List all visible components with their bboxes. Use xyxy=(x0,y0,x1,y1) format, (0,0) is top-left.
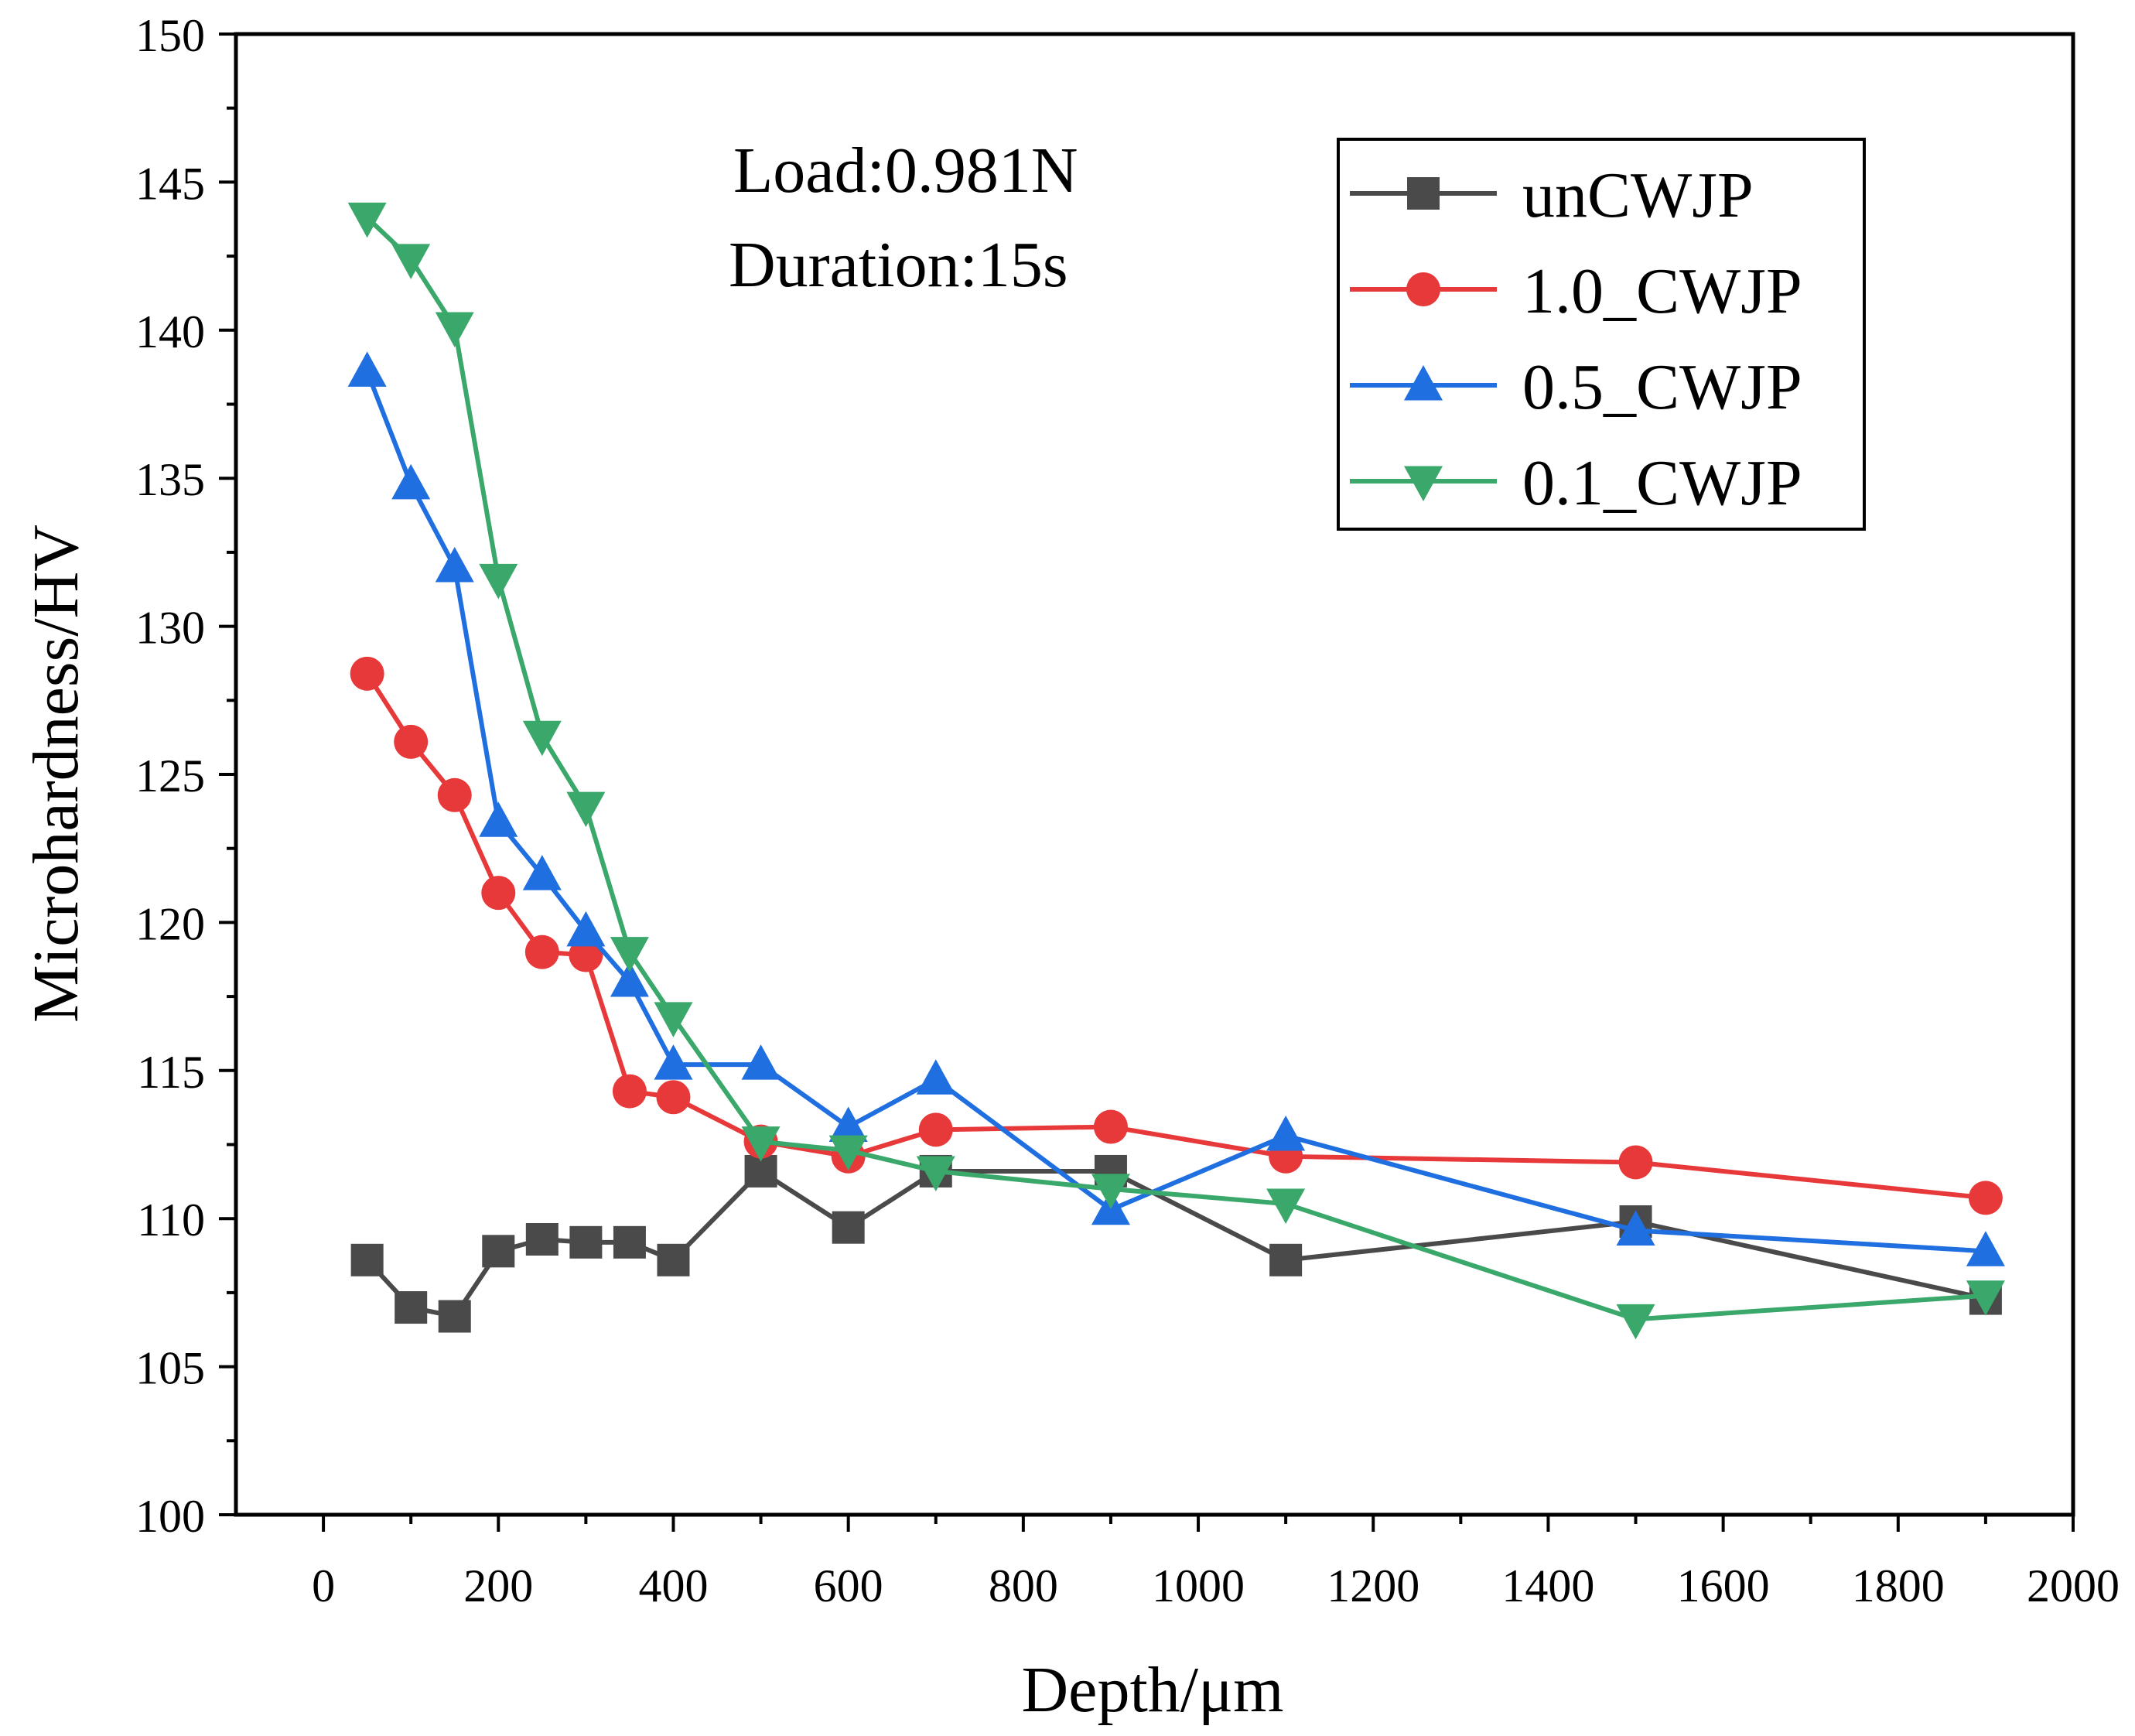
legend-item-0-5-cwjp: 0.5_CWJP xyxy=(1350,351,1802,423)
y-axis-title: Microhardness/HV xyxy=(20,525,92,1023)
legend-label-0-1-cwjp: 0.1_CWJP xyxy=(1522,447,1802,519)
x-tick-label-1400: 1400 xyxy=(1501,1560,1594,1611)
legend-label-uncwjp: unCWJP xyxy=(1522,159,1754,231)
data-point-uncwjp xyxy=(482,1235,515,1268)
y-tick-label-125: 125 xyxy=(135,750,205,801)
data-point-0-5-cwjp xyxy=(522,855,562,890)
data-point-0-1-cwjp xyxy=(347,202,387,238)
data-point-0-5-cwjp xyxy=(828,1106,868,1143)
series-0-1-cwjp xyxy=(347,202,2005,1340)
data-point-uncwjp xyxy=(525,1222,559,1256)
x-axis-title: Depth/μm xyxy=(1022,1654,1284,1726)
legend-item-1-0-cwjp: 1.0_CWJP xyxy=(1350,255,1802,327)
data-point-1-0-cwjp xyxy=(524,935,559,969)
data-point-0-1-cwjp xyxy=(391,244,431,279)
y-tick-label-105: 105 xyxy=(135,1343,205,1394)
data-point-1-0-cwjp xyxy=(350,656,384,691)
legend-marker-0-1-cwjp xyxy=(1404,466,1443,501)
data-point-0-1-cwjp xyxy=(1966,1280,2005,1316)
x-tick-label-1200: 1200 xyxy=(1327,1560,1419,1611)
data-point-0-5-cwjp xyxy=(391,463,431,500)
x-tick-label-400: 400 xyxy=(638,1560,708,1611)
series-1-0-cwjp xyxy=(350,656,2003,1215)
y-tick-label-140: 140 xyxy=(135,306,205,357)
data-point-uncwjp xyxy=(395,1291,428,1324)
annotation-load: Load:0.981N xyxy=(733,135,1078,207)
annotation-duration: Duration:15s xyxy=(729,229,1068,301)
legend-label-0-5-cwjp: 0.5_CWJP xyxy=(1522,351,1802,423)
data-point-0-1-cwjp xyxy=(916,1156,955,1191)
data-point-0-5-cwjp xyxy=(479,801,518,837)
data-point-0-1-cwjp xyxy=(1616,1304,1655,1340)
x-tick-label-2000: 2000 xyxy=(2027,1560,2120,1611)
data-point-0-5-cwjp xyxy=(610,961,649,997)
data-point-uncwjp xyxy=(569,1225,603,1259)
y-tick-label-110: 110 xyxy=(137,1194,205,1246)
data-point-1-0-cwjp xyxy=(612,1074,647,1109)
data-point-0-1-cwjp xyxy=(479,563,518,600)
data-point-0-1-cwjp xyxy=(522,720,562,757)
data-point-1-0-cwjp xyxy=(1618,1145,1653,1180)
data-point-0-1-cwjp xyxy=(741,1126,781,1162)
series-0-5-cwjp xyxy=(347,351,2005,1266)
data-point-0-5-cwjp xyxy=(1966,1231,2005,1266)
data-point-1-0-cwjp xyxy=(1968,1181,2003,1215)
data-point-uncwjp xyxy=(350,1243,384,1276)
y-tick-label-120: 120 xyxy=(135,898,205,949)
annotation-layer: Load:0.981N Duration:15s xyxy=(729,135,1078,301)
legend-marker-1-0-cwjp xyxy=(1406,272,1440,306)
y-tick-label-145: 145 xyxy=(135,158,205,209)
data-point-0-5-cwjp xyxy=(347,351,387,387)
data-point-0-1-cwjp xyxy=(1266,1188,1306,1225)
data-point-0-1-cwjp xyxy=(828,1135,868,1171)
x-tick-label-1800: 1800 xyxy=(1852,1560,1945,1611)
data-point-0-5-cwjp xyxy=(654,1044,693,1080)
data-point-uncwjp xyxy=(832,1211,865,1244)
data-point-0-5-cwjp xyxy=(566,911,606,947)
data-point-0-5-cwjp xyxy=(916,1059,955,1095)
data-point-0-1-cwjp xyxy=(610,937,649,972)
y-tick-label-115: 115 xyxy=(137,1047,205,1098)
x-tick-label-200: 200 xyxy=(463,1560,533,1611)
data-point-0-5-cwjp xyxy=(1266,1116,1306,1151)
legend-item-uncwjp: unCWJP xyxy=(1350,159,1754,231)
y-tick-label-150: 150 xyxy=(135,10,205,61)
legend-marker-uncwjp xyxy=(1407,177,1440,210)
data-point-uncwjp xyxy=(1269,1243,1303,1276)
data-point-0-5-cwjp xyxy=(435,547,474,583)
data-point-0-1-cwjp xyxy=(1091,1174,1130,1209)
data-point-1-0-cwjp xyxy=(918,1112,953,1147)
data-point-0-1-cwjp xyxy=(435,312,474,347)
x-tick-label-800: 800 xyxy=(989,1560,1058,1611)
x-tick-label-1000: 1000 xyxy=(1152,1560,1245,1611)
data-point-1-0-cwjp xyxy=(656,1080,691,1115)
legend-label-1-0-cwjp: 1.0_CWJP xyxy=(1522,255,1802,327)
data-point-uncwjp xyxy=(438,1300,471,1333)
series-line-1-0-cwjp xyxy=(365,672,1986,1201)
data-point-1-0-cwjp xyxy=(437,777,472,812)
data-point-0-5-cwjp xyxy=(741,1044,781,1080)
legend: unCWJP 1.0_CWJP 0.5_CWJP 0.1_CWJP xyxy=(1337,138,1866,531)
data-point-1-0-cwjp xyxy=(481,876,516,911)
series-layer xyxy=(347,202,2005,1340)
data-point-0-1-cwjp xyxy=(566,791,606,828)
data-point-1-0-cwjp xyxy=(1093,1109,1128,1144)
x-tick-label-600: 600 xyxy=(814,1560,883,1611)
x-tick-label-0: 0 xyxy=(312,1560,335,1611)
axes-layer: 0 200 400 600 800 1000 1200 1400 1600 1800 2000 100… xyxy=(135,10,2120,1611)
data-point-uncwjp xyxy=(657,1243,690,1276)
y-tick-label-135: 135 xyxy=(135,454,205,505)
data-point-0-5-cwjp xyxy=(1616,1210,1655,1246)
x-tick-label-1600: 1600 xyxy=(1677,1560,1770,1611)
data-point-1-0-cwjp xyxy=(569,938,603,972)
y-tick-label-130: 130 xyxy=(135,603,205,654)
data-point-1-0-cwjp xyxy=(394,724,429,759)
data-point-0-1-cwjp xyxy=(654,1002,693,1037)
data-point-uncwjp xyxy=(613,1225,646,1259)
legend-item-0-1-cwjp: 0.1_CWJP xyxy=(1350,447,1802,519)
y-tick-label-100: 100 xyxy=(135,1491,205,1542)
legend-marker-0-5-cwjp xyxy=(1404,365,1443,401)
